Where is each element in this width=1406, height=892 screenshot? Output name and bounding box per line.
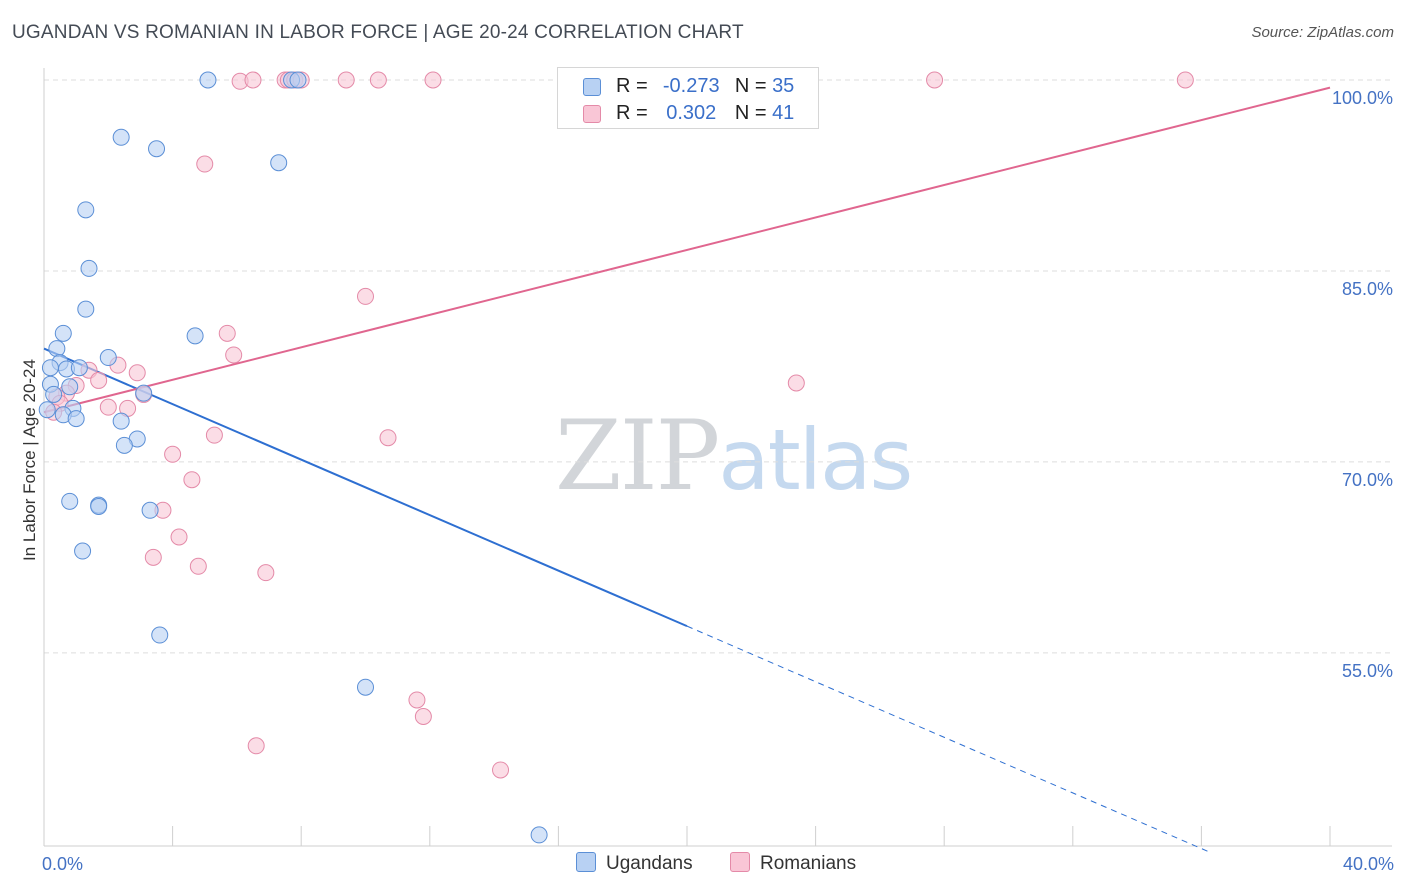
point-romanians bbox=[1176, 71, 1194, 89]
point-romanians bbox=[244, 71, 262, 89]
legend-n-label: N = bbox=[734, 102, 767, 124]
point-romanians bbox=[492, 761, 510, 779]
point-romanians bbox=[90, 371, 108, 389]
y-tick-label: 55.0% bbox=[1342, 661, 1393, 681]
point-ugandans bbox=[61, 378, 79, 396]
point-ugandans bbox=[135, 384, 153, 402]
legend-label-romanians: Romanians bbox=[760, 853, 857, 874]
point-romanians bbox=[144, 548, 162, 566]
x-tick-label-min: 0.0% bbox=[42, 854, 83, 874]
point-ugandans bbox=[148, 140, 166, 158]
point-ugandans bbox=[270, 154, 288, 172]
trend-line-romanians bbox=[43, 86, 1331, 414]
legend-row-romanians: R = 0.302 N = 41 bbox=[558, 101, 820, 129]
point-ugandans bbox=[530, 826, 548, 844]
point-romanians bbox=[164, 445, 182, 463]
point-ugandans bbox=[99, 349, 117, 367]
trend-line-ugandans-extrapolated bbox=[686, 625, 1212, 854]
legend-r-label: R = bbox=[616, 102, 648, 124]
point-ugandans bbox=[67, 410, 85, 428]
point-ugandans bbox=[48, 340, 66, 358]
source-label: Source: ZipAtlas.com bbox=[1251, 24, 1394, 41]
point-romanians bbox=[926, 71, 944, 89]
legend-n-value-romanians: 41 bbox=[772, 102, 795, 124]
point-ugandans bbox=[41, 359, 59, 377]
point-romanians bbox=[257, 564, 275, 582]
series-legend: Ugandans Romanians bbox=[0, 852, 1406, 878]
point-ugandans bbox=[186, 327, 204, 345]
point-ugandans bbox=[357, 678, 374, 696]
legend-swatch-ugandans bbox=[583, 78, 601, 96]
point-ugandans bbox=[80, 259, 98, 277]
point-romanians bbox=[128, 364, 146, 382]
x-tick-label-max: 40.0% bbox=[1343, 854, 1394, 874]
point-romanians bbox=[218, 324, 236, 342]
point-ugandans bbox=[112, 412, 130, 430]
y-tick-label: 100.0% bbox=[1332, 88, 1393, 108]
legend-swatch-romanians bbox=[583, 105, 601, 123]
point-romanians bbox=[196, 155, 214, 173]
point-ugandans bbox=[151, 626, 169, 644]
point-ugandans bbox=[77, 201, 95, 219]
point-romanians bbox=[379, 429, 397, 447]
point-romanians bbox=[170, 528, 188, 546]
point-ugandans bbox=[74, 542, 92, 560]
y-tick-label: 85.0% bbox=[1342, 279, 1393, 299]
point-romanians bbox=[247, 737, 265, 755]
gridlines bbox=[44, 79, 1392, 654]
point-romanians bbox=[408, 691, 426, 709]
legend-swatch-romanians bbox=[730, 852, 750, 872]
correlation-legend: R = -0.273 N = 35 R = 0.302 N = 41 bbox=[557, 67, 819, 129]
legend-n-value-ugandans: 35 bbox=[772, 75, 795, 97]
legend-r-label: R = bbox=[616, 75, 648, 97]
point-romanians bbox=[183, 471, 201, 489]
point-romanians bbox=[337, 71, 355, 89]
point-romanians bbox=[189, 557, 207, 575]
legend-r-value-romanians: 0.302 bbox=[666, 102, 717, 124]
watermark-zip: ZIP bbox=[555, 400, 720, 512]
point-ugandans bbox=[141, 501, 159, 519]
data-points bbox=[38, 71, 1194, 844]
axes bbox=[43, 68, 1392, 847]
legend-item-ugandans[interactable]: Ugandans bbox=[576, 852, 693, 875]
point-romanians bbox=[357, 287, 374, 305]
point-ugandans bbox=[45, 385, 63, 403]
legend-row-ugandans: R = -0.273 N = 35 bbox=[558, 74, 820, 102]
point-ugandans bbox=[199, 71, 217, 89]
point-ugandans bbox=[289, 71, 307, 89]
point-ugandans bbox=[61, 492, 79, 510]
point-romanians bbox=[369, 71, 387, 89]
point-romanians bbox=[787, 374, 805, 392]
point-romanians bbox=[424, 71, 442, 89]
watermark: ZIPatlas bbox=[555, 400, 913, 512]
point-ugandans bbox=[112, 128, 130, 146]
y-tick-label: 70.0% bbox=[1342, 470, 1393, 490]
watermark-atlas: atlas bbox=[718, 411, 913, 509]
chart-title: UGANDAN VS ROMANIAN IN LABOR FORCE | AGE… bbox=[12, 22, 744, 43]
legend-label-ugandans: Ugandans bbox=[606, 853, 693, 874]
point-ugandans bbox=[115, 436, 133, 454]
point-romanians bbox=[414, 708, 432, 725]
point-ugandans bbox=[54, 324, 72, 342]
point-ugandans bbox=[38, 401, 56, 419]
point-romanians bbox=[205, 426, 223, 444]
point-romanians bbox=[99, 398, 117, 416]
point-romanians bbox=[225, 346, 243, 364]
legend-r-value-ugandans: -0.273 bbox=[662, 75, 720, 97]
trend-lines bbox=[43, 86, 1331, 854]
legend-swatch-ugandans bbox=[576, 852, 596, 872]
point-ugandans bbox=[77, 300, 95, 318]
legend-item-romanians[interactable]: Romanians bbox=[730, 852, 856, 875]
tick-labels: 55.0% 70.0% 85.0% 100.0% 0.0% 40.0% bbox=[42, 88, 1394, 874]
point-ugandans bbox=[70, 359, 88, 377]
legend-n-label: N = bbox=[734, 75, 767, 97]
point-ugandans bbox=[90, 497, 108, 515]
